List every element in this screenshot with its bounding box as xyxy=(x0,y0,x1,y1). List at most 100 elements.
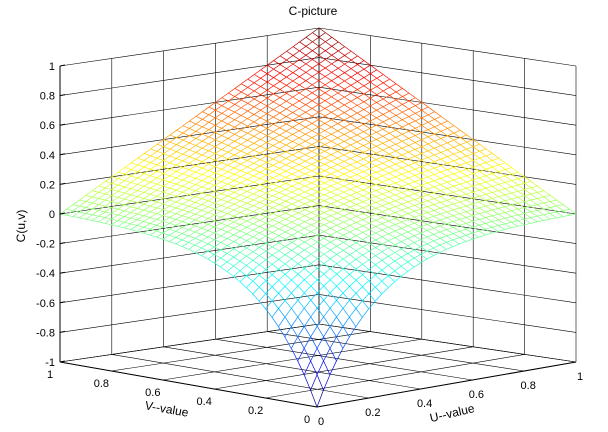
mesh-segment xyxy=(407,235,415,239)
mesh-segment xyxy=(124,210,131,213)
mesh-segment xyxy=(408,130,416,136)
mesh-segment xyxy=(337,167,345,172)
mesh-segment xyxy=(350,151,358,156)
mesh-segment xyxy=(266,171,274,176)
mesh-segment xyxy=(220,222,228,226)
mesh-segment xyxy=(466,166,474,170)
mesh-segment xyxy=(163,141,171,148)
mesh-segment xyxy=(285,228,292,233)
mesh-segment xyxy=(221,135,229,139)
x-axis-label: U--value xyxy=(428,401,476,425)
mesh-segment xyxy=(472,191,480,197)
mesh-segment xyxy=(427,224,434,229)
mesh-segment xyxy=(382,95,390,100)
mesh-segment xyxy=(362,225,370,230)
mesh-segment xyxy=(299,50,307,56)
mesh-segment xyxy=(111,176,119,180)
mesh-segment xyxy=(459,189,467,195)
mesh-segment xyxy=(188,211,196,215)
mesh-segment xyxy=(408,149,416,153)
mesh-segment xyxy=(169,130,177,136)
mesh-segment xyxy=(278,210,286,214)
mesh-segment xyxy=(381,236,389,241)
mesh-segment xyxy=(182,185,190,189)
mesh-segment xyxy=(395,182,402,187)
mesh-segment xyxy=(420,212,428,216)
mesh-segment xyxy=(312,41,320,47)
mesh-segment xyxy=(485,166,493,170)
mesh-segment xyxy=(312,54,320,60)
mesh-segment xyxy=(316,389,324,408)
mesh-segment xyxy=(434,174,441,179)
mesh-segment xyxy=(240,166,248,171)
mesh-segment xyxy=(253,90,261,95)
mesh-segment xyxy=(511,178,519,181)
mesh-segment xyxy=(111,208,119,214)
mesh-segment xyxy=(214,220,222,224)
mesh-segment xyxy=(98,204,106,207)
mesh-segment xyxy=(104,222,112,226)
mesh-segment xyxy=(227,133,235,139)
mesh-segment xyxy=(478,224,486,230)
mesh-segment xyxy=(382,217,389,222)
mesh-segment xyxy=(305,63,313,69)
mesh-segment xyxy=(459,225,467,230)
mesh-segment xyxy=(252,247,260,253)
mesh-segment xyxy=(337,157,345,162)
mesh-segment xyxy=(239,244,247,249)
mesh-segment xyxy=(240,136,248,141)
mesh-segment xyxy=(472,209,480,214)
mesh-segment xyxy=(344,112,351,117)
mesh-segment xyxy=(298,179,306,184)
mesh-segment xyxy=(331,72,339,77)
mesh-segment xyxy=(240,185,248,190)
mesh-segment xyxy=(233,244,241,250)
mesh-segment xyxy=(395,192,402,196)
mesh-segment xyxy=(233,218,241,223)
mesh-segment xyxy=(325,32,333,38)
mesh-segment xyxy=(402,123,409,128)
mesh-segment xyxy=(279,93,287,98)
mesh-segment xyxy=(355,280,363,287)
mesh-segment xyxy=(202,147,209,152)
mesh-segment xyxy=(175,237,183,241)
mesh-segment xyxy=(130,219,138,225)
mesh-segment xyxy=(408,116,416,122)
mesh-segment xyxy=(369,155,377,160)
mesh-segment xyxy=(227,192,235,197)
mesh-segment xyxy=(356,216,363,220)
mesh-segment xyxy=(291,308,299,318)
mesh-segment xyxy=(317,197,325,202)
mesh-segment xyxy=(162,209,170,213)
mesh-segment xyxy=(182,215,189,219)
mesh-segment xyxy=(130,229,138,232)
mesh-segment xyxy=(227,203,235,209)
mesh-segment xyxy=(221,193,228,197)
mesh-segment xyxy=(323,326,331,338)
mesh-segment xyxy=(344,63,352,69)
mesh-segment xyxy=(317,194,325,199)
mesh-segment xyxy=(376,74,384,79)
mesh-segment xyxy=(395,96,403,101)
mesh-segment xyxy=(343,215,351,220)
mesh-segment xyxy=(356,148,364,153)
mesh-segment xyxy=(202,133,209,138)
mesh-segment xyxy=(362,274,370,281)
mesh-segment xyxy=(265,232,273,237)
z-tick-label: 0 xyxy=(49,209,55,221)
mesh-segment xyxy=(498,162,506,166)
mesh-segment xyxy=(240,143,248,148)
mesh-segment xyxy=(452,227,460,232)
mesh-segment xyxy=(214,242,221,248)
mesh-segment xyxy=(342,326,350,338)
mesh-segment xyxy=(465,232,473,236)
mesh-segment xyxy=(355,274,363,281)
mesh-segment xyxy=(240,146,248,152)
mesh-segment xyxy=(290,348,299,362)
mesh-segment xyxy=(369,149,377,154)
mesh-segment xyxy=(305,32,313,38)
mesh-segment xyxy=(382,205,389,210)
z-tick-mark xyxy=(59,301,66,304)
mesh-segment xyxy=(156,179,164,185)
mesh-segment xyxy=(569,213,577,216)
